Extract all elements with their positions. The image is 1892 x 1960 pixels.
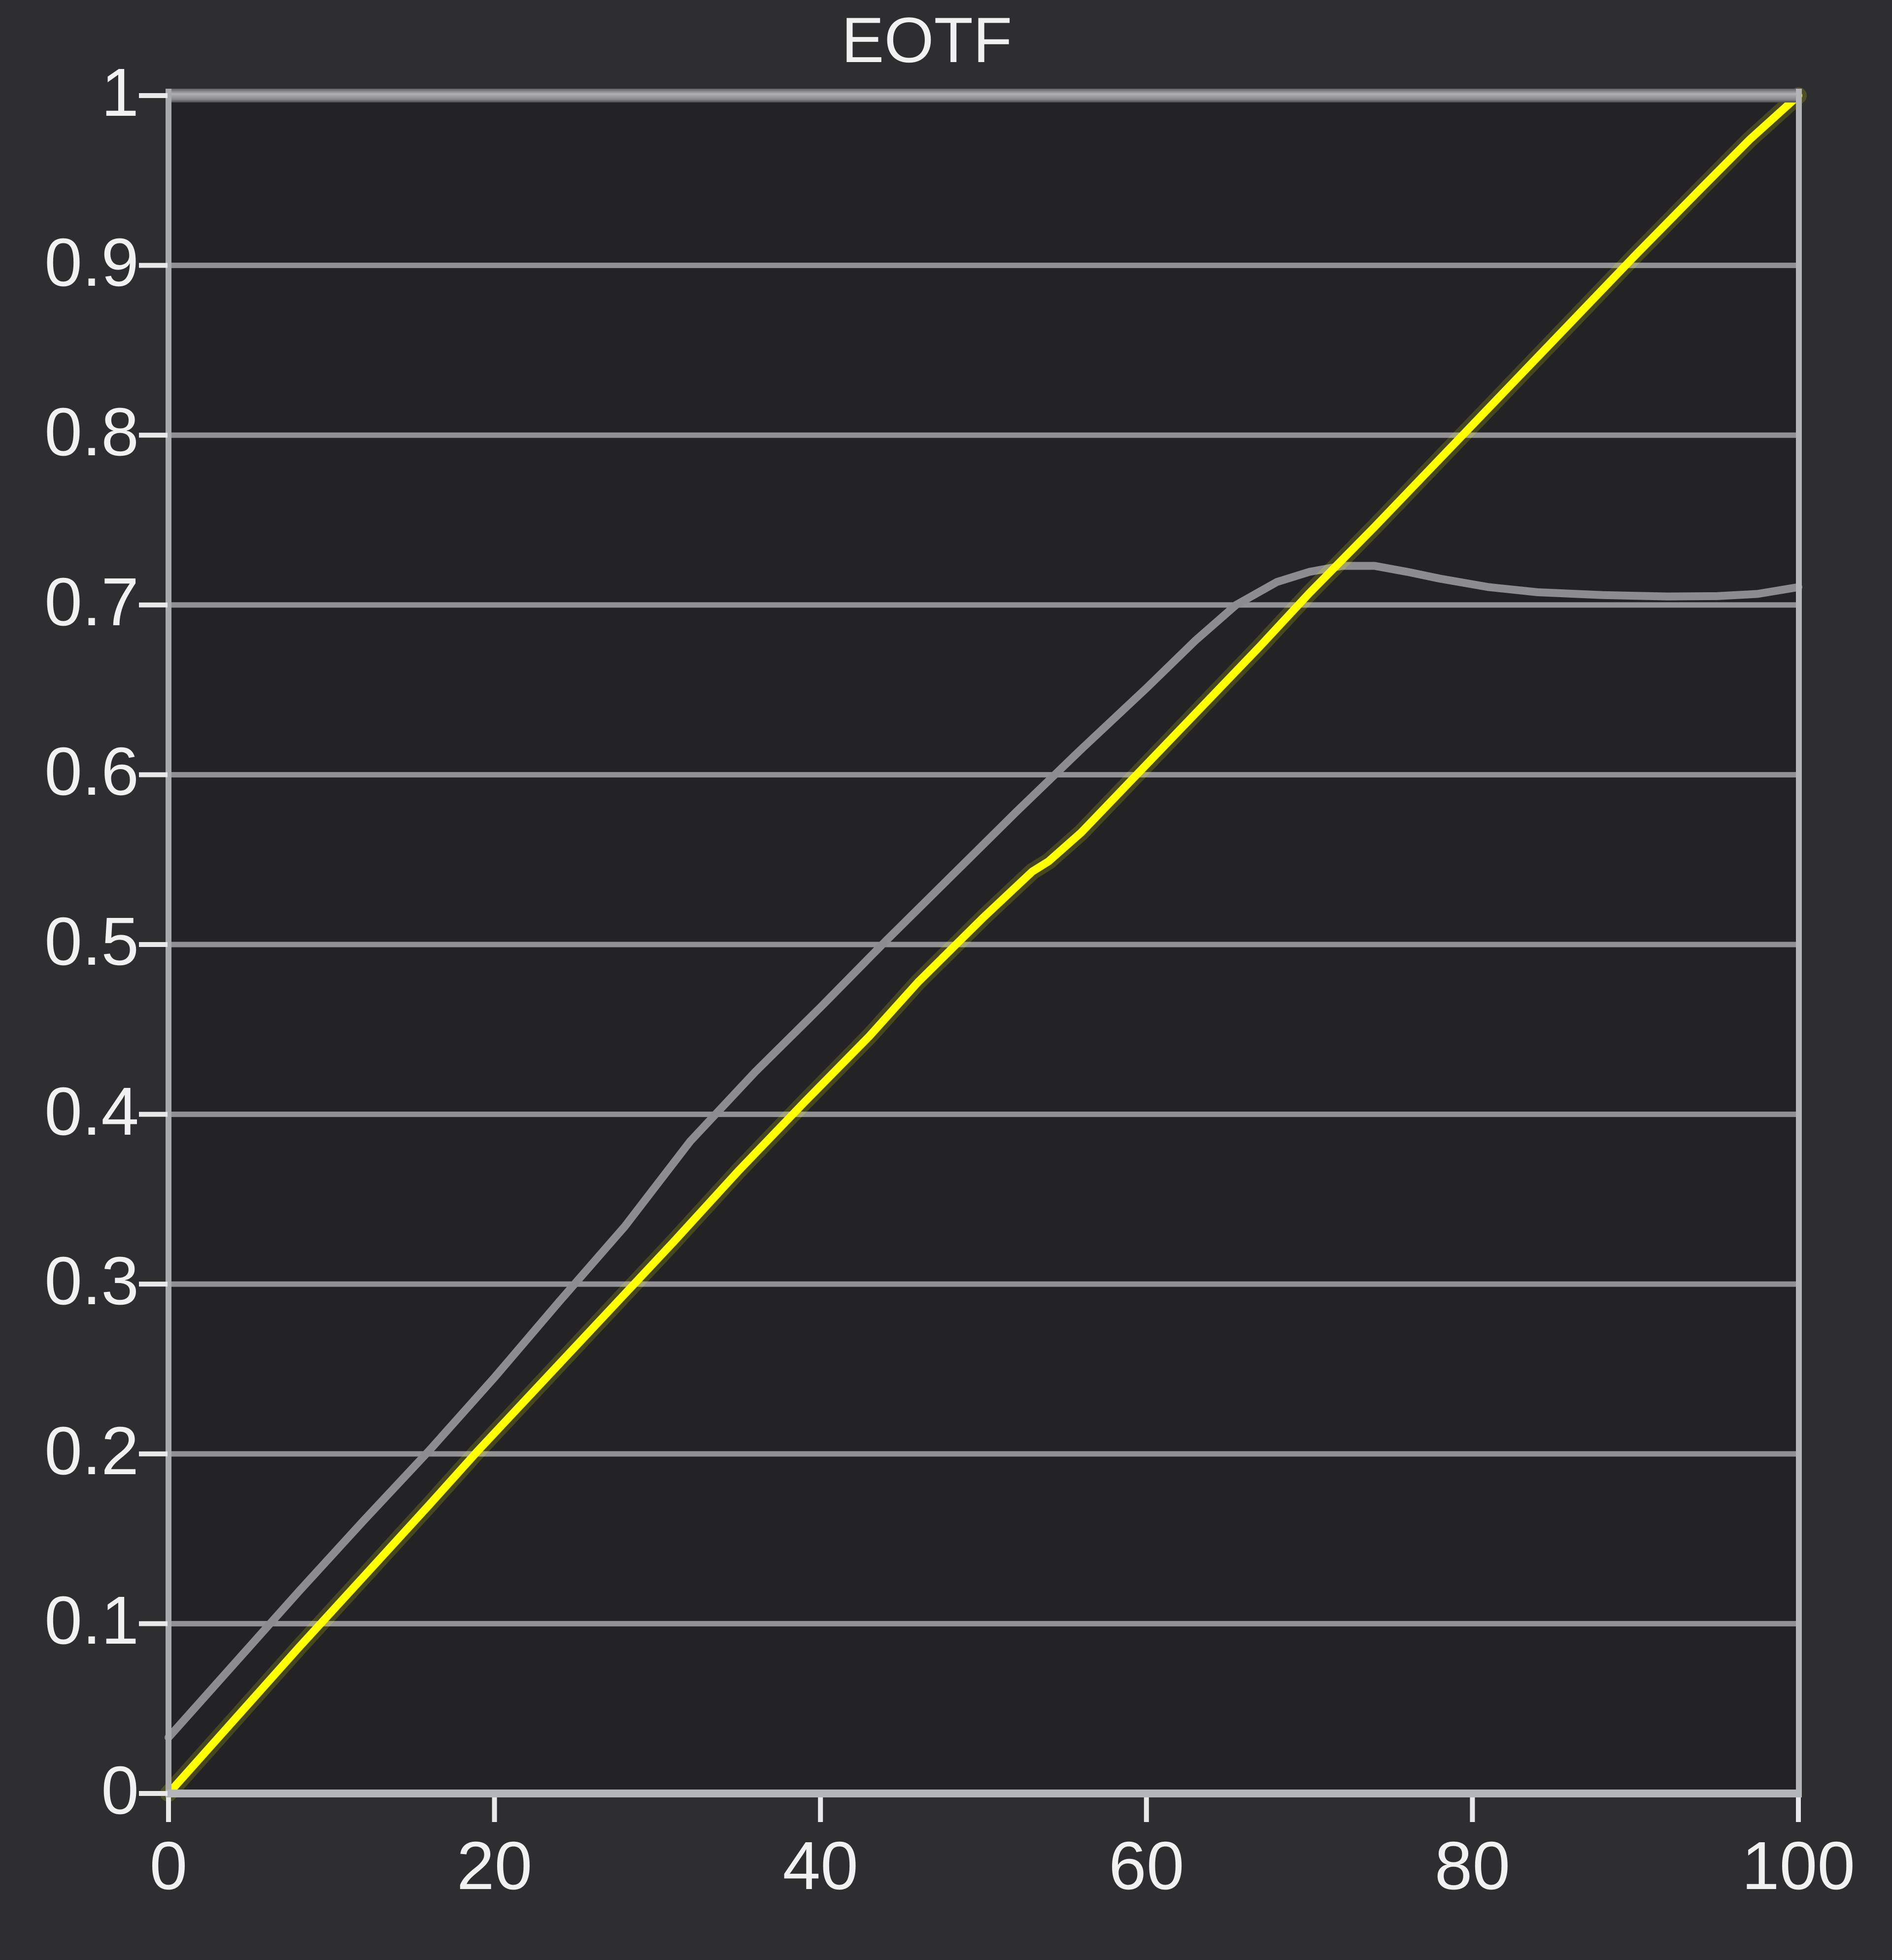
y-tick: [139, 93, 168, 98]
y-tick: [139, 942, 168, 947]
y-tick: [139, 1451, 168, 1456]
y-axis-label: 0.7: [44, 564, 139, 640]
gridline-y: [169, 432, 1798, 438]
y-tick: [139, 1282, 168, 1287]
x-tick: [1144, 1797, 1149, 1822]
y-tick: [139, 1791, 168, 1796]
gridline-y: [169, 942, 1798, 947]
y-axis-label: 0.8: [44, 394, 139, 471]
y-tick: [139, 772, 168, 777]
x-tick: [166, 1797, 171, 1822]
y-axis-label: 0.5: [44, 904, 139, 980]
y-tick: [139, 263, 168, 268]
gridline-y: [169, 1451, 1798, 1457]
measured-ramp-yellow: [165, 92, 1802, 1797]
y-tick: [139, 602, 168, 608]
gridline-y: [169, 1621, 1798, 1626]
plot-border-top: [166, 89, 1802, 102]
gridline-y: [169, 1281, 1798, 1287]
x-tick: [1470, 1797, 1475, 1822]
x-axis-label: 80: [1434, 1828, 1511, 1904]
reference-curve-gray: [165, 562, 1802, 1742]
y-tick: [139, 433, 168, 438]
y-axis-label: 0.4: [44, 1073, 139, 1149]
y-axis-label: 0.2: [44, 1413, 139, 1489]
chart-title: EOTF: [841, 4, 1013, 76]
plot-border-bottom: [166, 1790, 1802, 1797]
x-tick: [492, 1797, 497, 1822]
y-axis-label: 1: [101, 55, 139, 131]
x-axis-label: 20: [456, 1828, 533, 1904]
gridline-y: [169, 772, 1798, 777]
plot-border-right: [1796, 89, 1802, 1797]
y-tick: [139, 1621, 168, 1626]
x-axis-label: 40: [782, 1828, 858, 1904]
y-axis-label: 0: [101, 1753, 139, 1828]
plot-border-left: [166, 89, 171, 1797]
x-axis-label: 60: [1109, 1828, 1184, 1904]
y-axis-label: 0.6: [44, 734, 139, 810]
y-axis-label: 0.9: [44, 224, 139, 301]
gridline-y: [169, 1112, 1798, 1117]
gridline-y: [169, 602, 1798, 608]
y-axis-label: 0.1: [44, 1583, 139, 1659]
y-tick: [139, 1112, 168, 1117]
x-tick: [1796, 1797, 1801, 1822]
x-axis-label: 0: [149, 1828, 188, 1904]
y-axis-label: 0.3: [44, 1243, 139, 1319]
x-tick: [818, 1797, 823, 1822]
gridline-y: [169, 263, 1798, 269]
x-axis-label: 100: [1741, 1828, 1856, 1904]
